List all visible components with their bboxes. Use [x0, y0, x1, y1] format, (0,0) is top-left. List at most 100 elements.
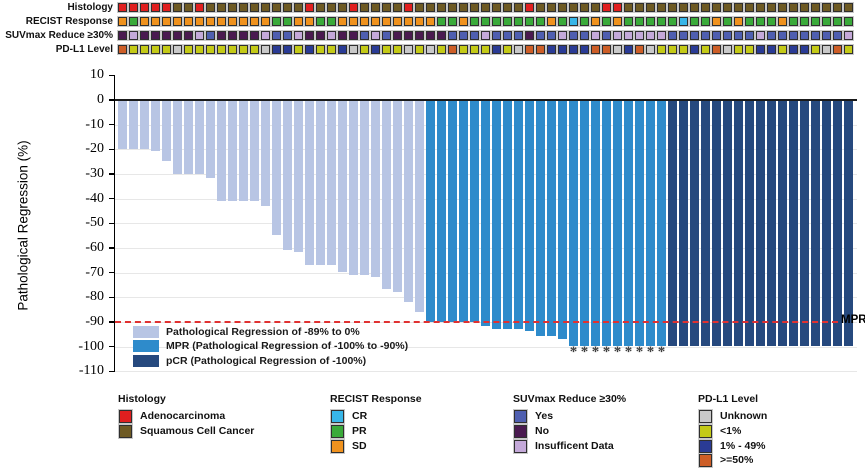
track-cell-recist — [711, 16, 722, 27]
bar — [613, 100, 623, 347]
bar — [305, 100, 315, 265]
track-cell-suvmax — [414, 30, 425, 41]
track-cell-pdl1 — [557, 44, 568, 55]
track-cell-suvmax — [678, 30, 689, 41]
track-cell-pdl1 — [260, 44, 271, 55]
track-cell-suvmax — [623, 30, 634, 41]
track-cell-suvmax — [513, 30, 524, 41]
track-cell-pdl1 — [700, 44, 711, 55]
track-cell-pdl1 — [634, 44, 645, 55]
bar — [833, 100, 843, 347]
bar — [536, 100, 546, 337]
track-cell-recist — [260, 16, 271, 27]
track-cell-histology — [810, 2, 821, 13]
bar — [250, 100, 260, 201]
track-cell-pdl1 — [733, 44, 744, 55]
track-cell-recist — [469, 16, 480, 27]
track-cell-suvmax — [700, 30, 711, 41]
bar — [811, 100, 821, 347]
gridline — [115, 346, 857, 348]
track-cell-recist — [755, 16, 766, 27]
bar — [690, 100, 700, 347]
track-cell-histology — [513, 2, 524, 13]
track-cell-pdl1 — [799, 44, 810, 55]
track-cell-recist — [546, 16, 557, 27]
bar — [338, 100, 348, 273]
bar — [745, 100, 755, 347]
track-cell-suvmax — [271, 30, 282, 41]
track-cell-pdl1 — [271, 44, 282, 55]
track-cell-suvmax — [348, 30, 359, 41]
track-cell-histology — [480, 2, 491, 13]
track-cell-histology — [667, 2, 678, 13]
track-cell-recist — [227, 16, 238, 27]
track-cell-pdl1 — [502, 44, 513, 55]
track-cell-pdl1 — [425, 44, 436, 55]
bar — [514, 100, 524, 329]
track-cell-histology — [447, 2, 458, 13]
asterisk: * — [602, 344, 611, 360]
track-cell-histology — [579, 2, 590, 13]
y-tick-label: -30 — [85, 166, 104, 181]
track-cell-pdl1 — [392, 44, 403, 55]
y-tick-mark — [108, 74, 114, 77]
track-cell-recist — [315, 16, 326, 27]
bar — [712, 100, 722, 347]
bar — [800, 100, 810, 347]
track-cell-suvmax — [139, 30, 150, 41]
track-cell-recist — [161, 16, 172, 27]
track-cell-suvmax — [194, 30, 205, 41]
track-cell-pdl1 — [601, 44, 612, 55]
track-cell-pdl1 — [832, 44, 843, 55]
track-cell-suvmax — [744, 30, 755, 41]
track-cell-histology — [832, 2, 843, 13]
legend-title-2: SUVmax Reduce ≥30% — [513, 393, 627, 405]
track-cell-histology — [678, 2, 689, 13]
asterisk: * — [569, 344, 578, 360]
track-cell-pdl1 — [282, 44, 293, 55]
track-cell-pdl1 — [546, 44, 557, 55]
bar — [481, 100, 491, 327]
track-cell-suvmax — [612, 30, 623, 41]
bar — [701, 100, 711, 347]
mpr-dashed-line — [115, 321, 838, 323]
track-cell-recist — [700, 16, 711, 27]
track-cell-histology — [238, 2, 249, 13]
track-cell-histology — [183, 2, 194, 13]
track-cell-suvmax — [711, 30, 722, 41]
legend-title-0: Histology — [118, 393, 166, 405]
track-cell-suvmax — [315, 30, 326, 41]
y-tick-mark — [108, 296, 114, 299]
track-cell-histology — [205, 2, 216, 13]
track-cell-pdl1 — [194, 44, 205, 55]
track-cell-suvmax — [491, 30, 502, 41]
track-cell-pdl1 — [458, 44, 469, 55]
track-cell-pdl1 — [777, 44, 788, 55]
track-cell-suvmax — [733, 30, 744, 41]
track-cell-pdl1 — [810, 44, 821, 55]
legend-item-label: Squamous Cell Cancer — [140, 424, 255, 437]
bar — [294, 100, 304, 253]
bar — [327, 100, 337, 265]
y-tick-label: -40 — [85, 190, 104, 206]
bar — [492, 100, 502, 329]
track-cell-suvmax — [205, 30, 216, 41]
track-cell-histology — [755, 2, 766, 13]
track-cell-suvmax — [799, 30, 810, 41]
track-cell-suvmax — [216, 30, 227, 41]
track-cell-histology — [260, 2, 271, 13]
track-cell-pdl1 — [150, 44, 161, 55]
bar — [228, 100, 238, 201]
legend-swatch — [118, 409, 133, 424]
bar — [646, 100, 656, 347]
track-cell-recist — [821, 16, 832, 27]
y-tick-mark — [108, 197, 114, 200]
track-cell-recist — [282, 16, 293, 27]
track-cell-suvmax — [579, 30, 590, 41]
bar — [657, 100, 667, 347]
track-cell-pdl1 — [744, 44, 755, 55]
track-cell-histology — [458, 2, 469, 13]
bar — [844, 100, 854, 347]
asterisk: * — [646, 344, 655, 360]
bar — [437, 100, 447, 322]
